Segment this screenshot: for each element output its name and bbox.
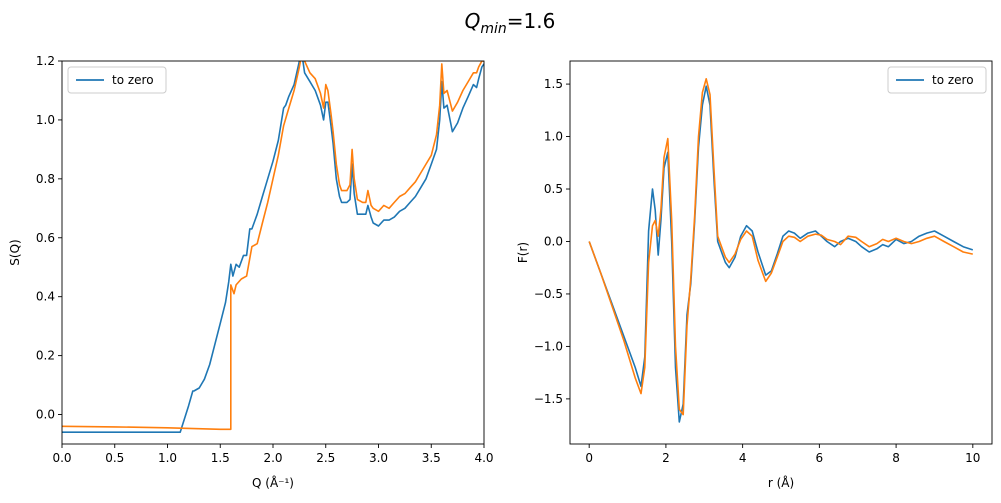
fr-panel: 0 2 4 6 8 10 −1.5 −1.0 −0.5 0.0 0.5 1.0 1.5 r (Å) F(r)… (516, 60, 993, 490)
sq-ylabel: S(Q) (8, 239, 22, 265)
sq-xtick-label: 3.0 (369, 451, 388, 465)
fr-ytick-label: 0.0 (544, 234, 563, 248)
sq-series-group (62, 61, 484, 434)
fr-ylabel: F(r) (516, 242, 530, 263)
sq-ytick-label: 0.4 (36, 290, 55, 304)
sq-xtick-label: 1.5 (211, 451, 230, 465)
fr-series-line-1 (588, 85, 974, 423)
sq-ytick-label: 1.0 (36, 113, 55, 127)
sq-xtick-label: 0.0 (52, 451, 71, 465)
sq-series-line-1 (62, 61, 484, 434)
sq-legend-box (67, 66, 167, 94)
sq-xlabel: Q (Å⁻¹) (252, 475, 294, 490)
fr-series-group (588, 78, 974, 423)
sq-legend: to zero (67, 66, 167, 94)
sq-xtick-label: 1.0 (158, 451, 177, 465)
fr-ytick-label: −0.5 (534, 287, 563, 301)
fr-xtick-label: 4 (739, 451, 747, 465)
fr-legend-box (887, 66, 987, 94)
fr-ytick-label: −1.5 (534, 392, 563, 406)
fr-series-line-2 (588, 78, 973, 416)
fr-xtick-label: 0 (585, 451, 593, 465)
fr-ytick-label: −1.0 (534, 339, 563, 353)
sq-ytick-label: 0.0 (36, 408, 55, 422)
fr-xtick-label: 10 (965, 451, 980, 465)
sq-legend-label: to zero (112, 73, 154, 87)
figure-title: Qmin=1.6 (465, 9, 556, 37)
sq-xtick-label: 2.0 (263, 451, 282, 465)
sq-panel: 0.0 0.5 1.0 1.5 2.0 2.5 3.0 3.5 4.0 0.0 0.2 0.4 0.6 0… (8, 54, 494, 490)
fr-legend-label: to zero (932, 73, 974, 87)
fr-ytick-label: 1.0 (544, 130, 563, 144)
sq-ytick-label: 0.8 (36, 172, 55, 186)
sq-xtick-label: 3.5 (422, 451, 441, 465)
fr-xlabel: r (Å) (768, 475, 794, 490)
sq-xtick-label: 2.5 (316, 451, 335, 465)
sq-xtick-label: 0.5 (105, 451, 124, 465)
sq-ytick-label: 1.2 (36, 54, 55, 68)
fr-xtick-label: 8 (892, 451, 900, 465)
fr-xtick-label: 6 (816, 451, 824, 465)
fr-ytick-label: 1.5 (544, 77, 563, 91)
sq-xtick-label: 4.0 (474, 451, 493, 465)
fr-legend: to zero (887, 66, 987, 94)
fr-xtick-label: 2 (662, 451, 670, 465)
fr-axes-frame (569, 60, 993, 445)
fr-ytick-label: 0.5 (544, 182, 563, 196)
sq-ytick-label: 0.2 (36, 349, 55, 363)
sq-ytick-label: 0.6 (36, 231, 55, 245)
sq-series-line-2 (62, 61, 484, 431)
